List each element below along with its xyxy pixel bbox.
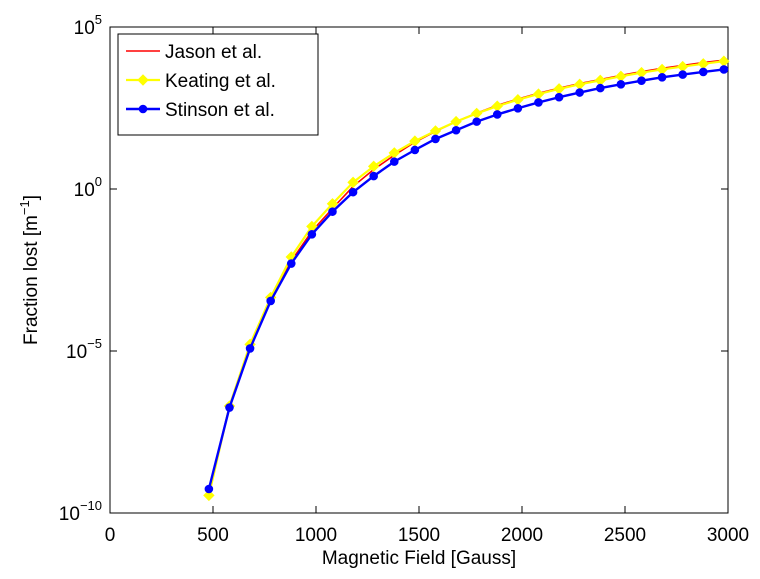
stinson-point [534,98,543,107]
x-tick-label: 1500 [398,525,440,546]
stinson-point [328,207,337,216]
stinson-point [492,110,502,119]
x-tick-label: 2500 [604,525,646,546]
y-tick-label-exponent: 5 [95,12,102,27]
legend-entry-keating: Keating et al. [126,71,276,92]
stinson-point [698,67,708,77]
legend-entries: Jason et al. Keating et al. Stinson et al. [126,42,276,121]
stinson-point [266,296,275,306]
legend-stinson-point [138,104,148,114]
y-tick-label-exponent: −10 [80,498,102,513]
x-tick-label: 1000 [295,525,337,546]
stinson-point [472,117,481,126]
x-tick-label: 2000 [501,525,543,546]
y-tick-label: 10−10 [59,498,102,525]
y-tick-label-base: 10 [66,342,87,363]
keating-point [203,489,215,502]
legend-keating-point [137,74,149,86]
stinson-point [513,103,523,113]
y-tick-label-exponent: −5 [87,336,102,351]
stinson-point [348,187,358,197]
stinson-point [204,484,214,494]
y-tick-label-base: 10 [59,504,80,525]
stinson-point [307,229,317,239]
keating-point [367,160,380,173]
ticks [109,26,729,514]
series-lines [203,55,730,502]
y-axis-title-main: Fraction lost [m [21,215,42,345]
series-stinson [204,65,729,494]
stinson-point [678,70,687,79]
y-tick-label: 100 [74,174,102,201]
stinson-point [389,157,399,166]
x-tick-label: 0 [105,525,116,546]
keating-point [347,176,359,189]
stinson-point [225,403,234,412]
stinson-point [451,125,461,135]
stinson-point [554,92,564,102]
legend-entry-jason: Jason et al. [126,42,262,63]
stinson-point [575,88,584,97]
stinson-point [595,83,605,93]
y-tick-label: 10−5 [66,336,102,363]
y-tick-label-base: 10 [74,18,95,39]
x-tick-label: 500 [197,525,229,546]
stinson-point [431,134,440,144]
y-tick-label-exponent: 0 [95,174,102,189]
stinson-point [657,73,667,82]
y-tick-label-base: 10 [74,180,95,201]
y-axis-title-sup: −1 [17,200,32,215]
legend: Jason et al. Keating et al. Stinson et al. [117,33,319,136]
x-tick-label: 3000 [707,525,749,546]
legend-label-stinson: Stinson et al. [165,100,275,121]
x-axis-title: Magnetic Field [Gauss] [322,548,516,569]
stinson-point [637,76,646,86]
stinson-point [410,145,420,155]
stinson-point [369,171,378,181]
legend-label-jason: Jason et al. [165,42,262,63]
y-tick-label: 105 [74,12,102,39]
stinson-point [616,80,626,89]
y-axis-title-close: ] [21,195,42,200]
stinson-point [286,259,296,268]
stinson-point [719,65,729,74]
y-axis-title: Fraction lost [m−1] [17,195,42,345]
stinson-point [245,344,255,353]
legend-label-keating: Keating et al. [165,71,276,92]
legend-entry-stinson: Stinson et al. [126,100,275,121]
